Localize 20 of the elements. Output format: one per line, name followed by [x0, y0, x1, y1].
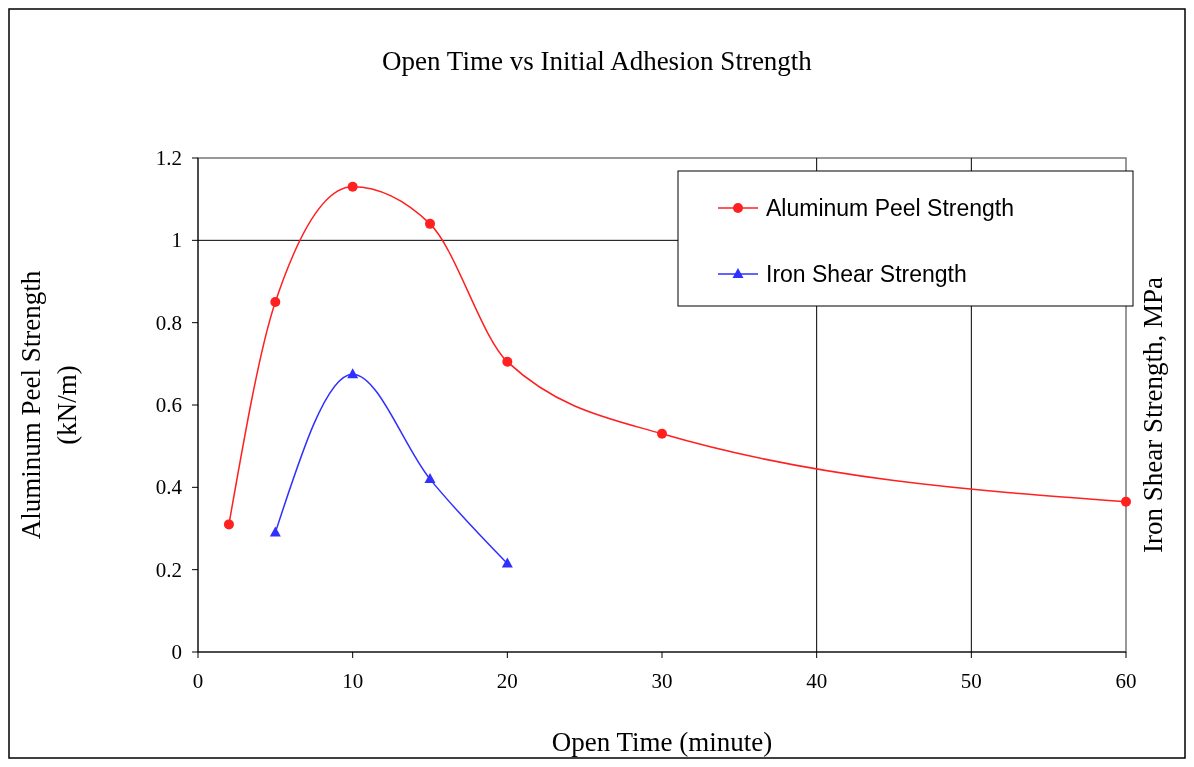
y-tick-label: 1.2 [155, 146, 182, 170]
y-tick-label: 0.6 [155, 393, 182, 417]
y-axis-title: Aluminum Peel Strength (kN/m) [16, 270, 82, 540]
legend-label: Iron Shear Strength [766, 261, 967, 287]
chart-title: Open Time vs Initial Adhesion Strength [382, 46, 813, 76]
y-tick-label: 0 [171, 640, 182, 664]
y-tick-label: 1 [171, 228, 182, 253]
x-tick-label: 0 [192, 669, 204, 693]
x-tick-label: 30 [651, 669, 673, 693]
x-tick-label: 20 [496, 669, 518, 693]
x-tick-label: 50 [960, 669, 982, 693]
x-tick-label: 40 [806, 669, 828, 693]
y-tick-label: 0.4 [155, 475, 183, 500]
x-axis-title: Open Time (minute) [551, 727, 773, 757]
y-tick-label: 0.2 [155, 557, 182, 582]
legend-label: Aluminum Peel Strength [766, 195, 1015, 221]
x-tick-label: 60 [1115, 669, 1137, 693]
x-tick-label: 10 [342, 669, 364, 693]
y2-axis-title: Iron Shear Strength, MPa [1138, 277, 1168, 553]
y-tick-label: 0.8 [155, 310, 182, 335]
